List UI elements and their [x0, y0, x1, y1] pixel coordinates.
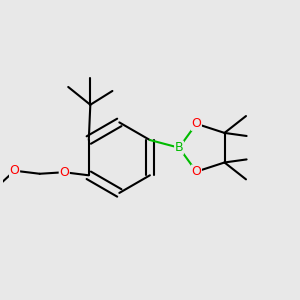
Text: O: O — [59, 166, 69, 179]
Text: O: O — [191, 165, 201, 178]
Text: B: B — [175, 141, 183, 154]
Text: O: O — [191, 117, 201, 130]
Text: O: O — [10, 164, 20, 177]
